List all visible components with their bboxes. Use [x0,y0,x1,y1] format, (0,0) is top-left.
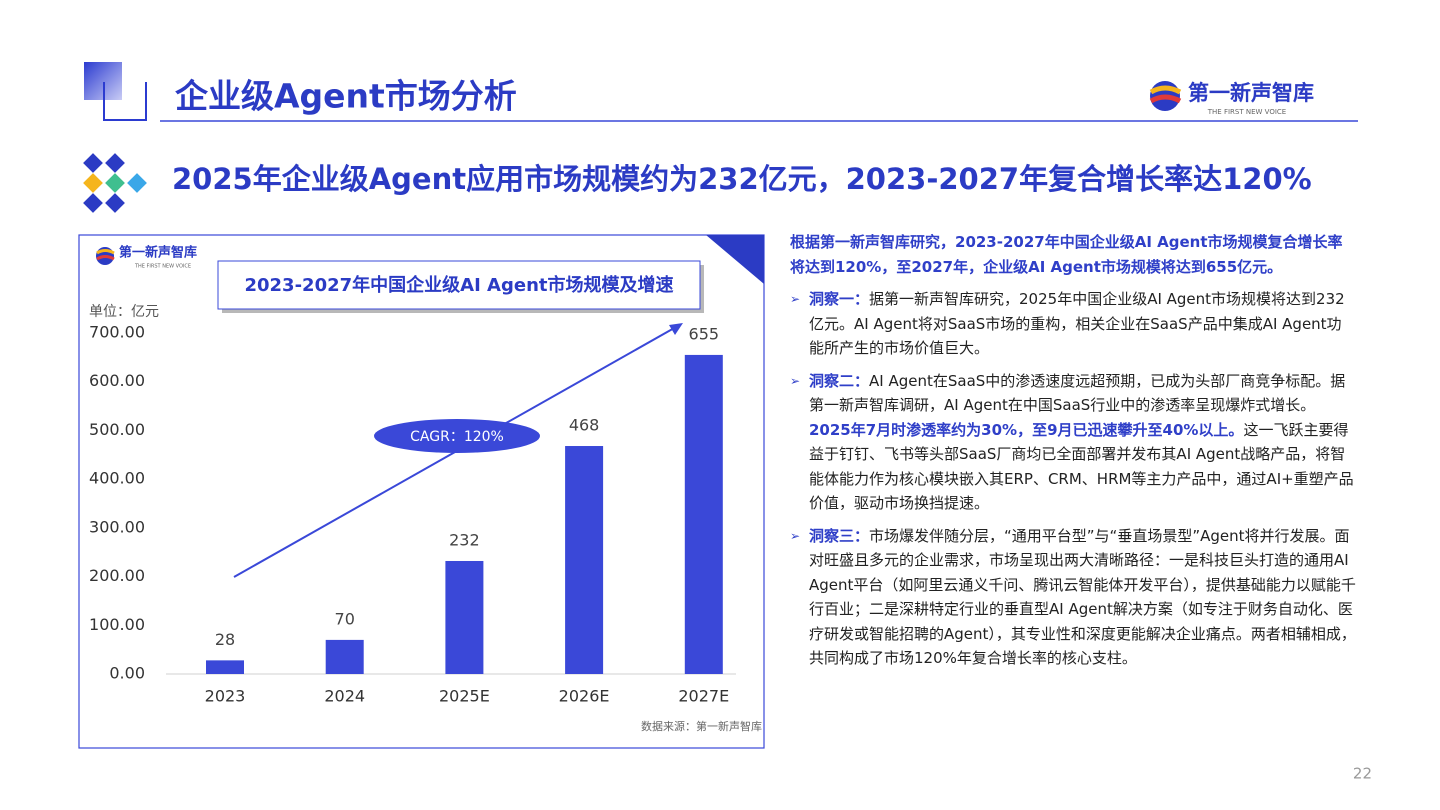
bar [565,446,604,674]
insight-text: 这一飞跃主要得益于钉钉、飞书等头部SaaS厂商均已全面部署并发布其AI Agen… [809,420,1354,513]
chart-title-box [217,260,701,310]
bullet-arrow: ➢ [790,292,801,306]
data-label: 655 [689,324,720,343]
insight-label: 洞察一： [809,290,870,308]
y-tick-label: 300.00 [89,517,145,536]
chart-title: 2023-2027年中国企业级AI Agent市场规模及增速 [244,274,673,296]
source: 数据来源：第一新声智库 [641,719,762,733]
chart-frame [78,234,765,749]
logo: 第一新声智库 THE FIRST NEW VOICE [1149,81,1314,116]
bar [325,639,364,674]
insight-text: AI Agent在SaaS中的渗透速度远超预期，已成为头部厂商竞争标配。据第一新… [809,371,1346,415]
insight: ➢ 洞察一：据第一新声智库研究，2025年中国企业级AI Agent市场规模将达到… [790,287,1356,361]
y-tick-label: 100.00 [89,615,145,634]
x-tick-label: 2023 [205,687,246,706]
arrow-head [669,323,683,335]
x-tick-label: 2025E [439,687,490,706]
bullet-arrow: ➢ [790,373,801,388]
y-tick-label: 400.00 [89,469,145,488]
summary: 根据第一新声智库研究，2023-2027年中国企业级AI Agent市场规模复合… [790,233,1343,276]
bar [206,660,244,674]
bar [445,560,484,674]
chart: 第一新声智库 THE FIRST NEW VOICE 2023-2027年中国企… [78,234,765,749]
bullet-arrow: ➢ [790,528,801,543]
insights: ➢ 洞察一：据第一新声智库研究，2025年中国企业级AI Agent市场规模将达到… [790,287,1356,671]
insight-text: 据第一新声智库研究，2025年中国企业级AI Agent市场规模将达到232亿元… [809,290,1345,357]
y-tick-label: 0.00 [109,664,145,683]
insight: ➢ 洞察三：市场爆发伴随分层，“通用平台型”与“垂直场景型”Agent将并行发展。… [790,524,1356,671]
page-number: 22 [1353,765,1372,783]
bar [684,354,723,674]
insight-text: 市场爆发伴随分层，“通用平台型”与“垂直场景型”Agent将并行发展。面对旺盛且… [809,526,1356,668]
x-tick-label: 2027E [678,687,729,706]
text-column: 根据第一新声智库研究，2023-2027年中国企业级AI Agent市场规模复合… [790,230,1356,679]
y-tick-label: 500.00 [89,420,145,439]
x-tick-label: 2026E [559,687,610,706]
annotation: CAGR：120% [410,429,504,445]
data-label: 28 [215,630,235,649]
headline-icon [83,153,147,213]
data-label: 468 [569,416,600,435]
data-label: 70 [335,609,355,628]
annotation-bubble [374,419,540,453]
headline: 2025年企业级Agent应用市场规模约为232亿元，2023-2027年复合增… [172,162,1312,196]
y-tick-label: 200.00 [89,566,145,585]
chart-logo-name: 第一新声智库 [119,245,197,261]
y-tick-label: 600.00 [89,371,145,390]
x-tick-label: 2024 [324,687,365,706]
insight-highlight: 2025年7月时渗透率约为30%，至9月已迅速攀升至40%以上。 [809,420,1244,439]
page-title: 企业级Agent市场分析 [175,77,517,116]
chart-logo-tagline: THE FIRST NEW VOICE [134,264,191,270]
corner-deco [706,235,764,284]
insight: ➢ 洞察二：AI Agent在SaaS中的渗透速度远超预期，已成为头部厂商竞争标配… [790,369,1356,516]
insight-label: 洞察二： [809,371,870,390]
unit-label: 单位：亿元 [89,304,159,320]
data-label: 232 [449,530,480,549]
logo-tagline: THE FIRST NEW VOICE [1207,108,1286,116]
logo-name: 第一新声智库 [1188,81,1314,105]
insight-label: 洞察三： [809,526,870,545]
chart-logo: 第一新声智库 THE FIRST NEW VOICE [96,245,197,270]
title-deco [103,82,147,121]
y-tick-label: 700.00 [89,323,145,342]
